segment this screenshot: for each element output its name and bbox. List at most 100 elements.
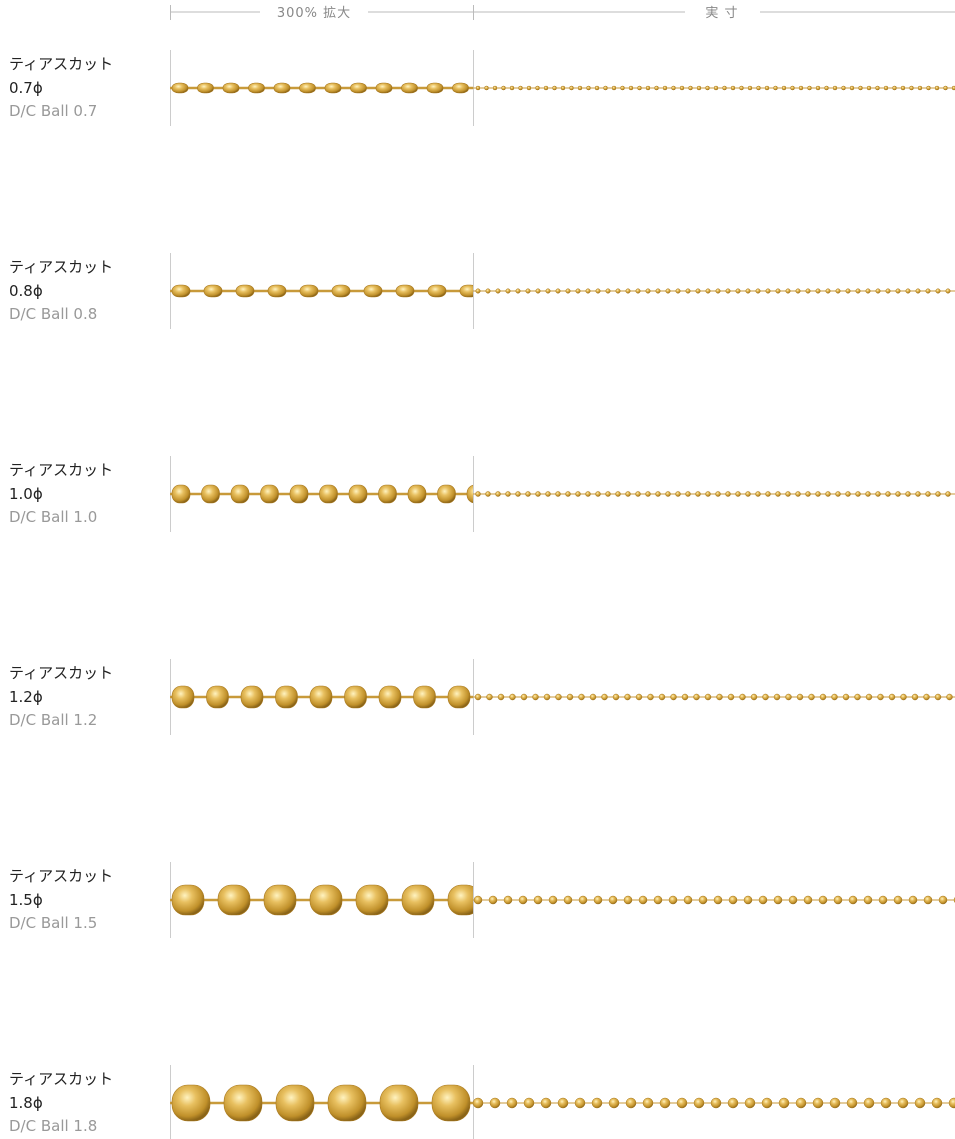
bead <box>835 491 841 497</box>
bead <box>589 693 597 701</box>
bead <box>240 685 264 709</box>
bead <box>798 85 804 91</box>
bead <box>679 85 685 91</box>
bead <box>905 491 911 497</box>
bead <box>675 491 681 497</box>
bead <box>625 1097 637 1109</box>
bead <box>785 693 792 701</box>
bead <box>543 693 551 701</box>
bead <box>497 693 505 701</box>
bead <box>855 491 861 497</box>
bead <box>601 693 608 701</box>
bead <box>675 288 681 294</box>
bead <box>378 484 397 504</box>
bead <box>695 288 701 294</box>
bead <box>765 491 771 497</box>
bead <box>824 85 829 91</box>
bead <box>900 85 906 91</box>
bead <box>273 82 291 94</box>
bead <box>289 484 309 504</box>
bead <box>875 288 881 294</box>
product-english: D/C Ball 1.8 <box>9 1117 97 1135</box>
bead <box>625 491 631 497</box>
bead <box>555 288 561 294</box>
bead <box>575 288 581 294</box>
bead <box>611 85 617 91</box>
bead <box>350 82 367 94</box>
bead <box>230 484 250 504</box>
bead <box>505 491 511 497</box>
bead <box>892 85 897 91</box>
bead <box>489 1097 501 1109</box>
rows: ティアスカット 0.7ϕ D/C Ball 0.7 ティアスカット 0.8ϕ D/C Ba… <box>9 50 955 1139</box>
bead <box>275 1084 315 1122</box>
bead <box>761 1097 773 1109</box>
bead <box>925 491 931 497</box>
bead <box>825 491 831 497</box>
bead <box>426 82 444 94</box>
magnified-chain <box>170 685 473 709</box>
product-name: ティアスカット <box>9 867 113 885</box>
bead <box>203 284 223 298</box>
bead <box>263 884 297 916</box>
bead <box>523 1097 535 1109</box>
bead <box>795 288 801 294</box>
bead <box>696 85 702 91</box>
bead <box>875 491 881 497</box>
bead <box>624 693 631 701</box>
bead <box>545 288 551 294</box>
bead <box>206 685 229 709</box>
bead <box>885 288 891 294</box>
bead <box>223 1084 263 1122</box>
bead <box>945 491 951 497</box>
bead <box>637 85 642 91</box>
bead <box>755 491 761 497</box>
bead <box>880 1097 892 1109</box>
bead <box>327 1084 367 1122</box>
bead <box>914 1097 926 1109</box>
bead <box>509 693 516 701</box>
bead <box>693 693 700 701</box>
bead <box>900 693 907 701</box>
bead <box>795 491 801 497</box>
bead <box>299 284 319 298</box>
bead <box>555 693 562 701</box>
bead <box>895 288 901 294</box>
bead <box>563 895 573 905</box>
actual-chain <box>473 895 955 905</box>
bead <box>557 1097 569 1109</box>
bead <box>566 693 574 701</box>
product-size: 0.7ϕ <box>9 79 43 97</box>
bead <box>778 1097 790 1109</box>
bead <box>713 85 719 91</box>
bead <box>744 1097 756 1109</box>
bead <box>548 895 558 905</box>
bead <box>628 85 634 91</box>
bead <box>509 85 515 91</box>
bead <box>670 693 677 701</box>
bead <box>171 884 205 916</box>
bead <box>488 895 498 905</box>
bead <box>833 895 843 905</box>
bead <box>829 1097 841 1109</box>
product-size: 1.0ϕ <box>9 485 43 503</box>
bead <box>591 1097 603 1109</box>
bead <box>475 491 481 497</box>
bead <box>863 895 873 905</box>
bead <box>835 288 841 294</box>
magnified-label: 300% 拡大 <box>277 6 351 21</box>
bead <box>805 491 811 497</box>
bead <box>355 884 389 916</box>
bead <box>705 288 711 294</box>
bead <box>688 85 693 91</box>
bead <box>931 1097 943 1109</box>
bead <box>722 85 727 91</box>
bead <box>484 85 489 91</box>
bead <box>945 288 951 294</box>
bead <box>485 288 491 294</box>
bead <box>515 288 521 294</box>
bead <box>710 1097 722 1109</box>
bead <box>348 484 368 504</box>
product-english: D/C Ball 0.8 <box>9 305 97 323</box>
bead <box>671 85 676 91</box>
